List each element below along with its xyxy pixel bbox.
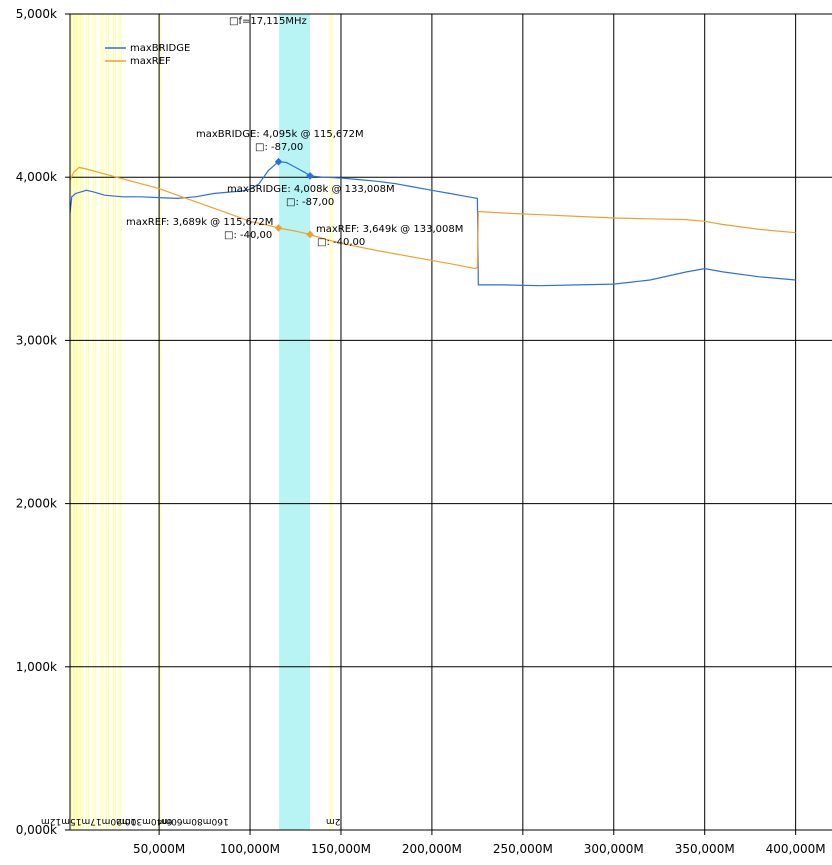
- marker-point-3: [306, 230, 314, 239]
- band-label-10m: 10m: [116, 816, 136, 826]
- x-tick-label-6: 350,000M: [675, 842, 735, 856]
- axes: 0,000k 1,000k 2,000k 3,000k 4,000k 5,000k 50,0…: [16, 7, 832, 856]
- grid: [70, 13, 832, 831]
- y-tick-label-5: 5,000k: [16, 7, 57, 21]
- markers: [274, 157, 314, 239]
- marker-label-ref-2: maxREF: 3,649k @ 133,008M: [316, 224, 463, 235]
- ham-band-lines: [70, 14, 333, 830]
- x-tick-label-7: 400,000M: [766, 842, 826, 856]
- y-tick-label-3: 3,000k: [16, 333, 57, 347]
- x-tick-label-3: 200,000M: [402, 842, 462, 856]
- marker-point-1: [306, 172, 314, 180]
- marker-label-bridge-1: maxBRIDGE: 4,095k @ 115,672M: [196, 129, 364, 140]
- legend-label-maxref: maxREF: [130, 56, 171, 67]
- x-tick-label-0: 50,000M: [133, 842, 185, 856]
- highlight-band: [279, 14, 311, 830]
- marker-sublabel-bridge-1: □: -87,00: [255, 142, 303, 153]
- legend-label-maxbridge: maxBRIDGE: [130, 43, 190, 54]
- marker-point-0: [274, 157, 283, 166]
- legend: maxBRIDGE maxREF: [105, 43, 190, 67]
- y-tick-label-4: 4,000k: [16, 170, 57, 184]
- marker-sublabel-bridge-2: □: -87,00: [286, 197, 334, 208]
- band-label-6m: 6m: [158, 816, 173, 826]
- y-tick-label-0: 0,000k: [16, 823, 57, 837]
- x-tick-label-5: 300,000M: [584, 842, 644, 856]
- band-label-cluster: 160m80m60m40m30m20m17m15m12m: [41, 816, 229, 826]
- marker-sublabel-ref-2: □: -40,00: [317, 237, 365, 248]
- marker-label-bridge-2: maxBRIDGE: 4,008k @ 133,008M: [227, 184, 395, 195]
- series-line-maxref: [69, 166, 796, 270]
- marker-label-ref-1: maxREF: 3,689k @ 115,672M: [126, 217, 273, 228]
- frequency-label: □f=17,115MHz: [229, 16, 307, 27]
- x-tick-label-2: 150,000M: [311, 842, 371, 856]
- marker-sublabel-ref-1: □: -40,00: [224, 230, 272, 241]
- x-tick-label-4: 250,000M: [493, 842, 553, 856]
- x-tick-label-1: 100,000M: [220, 842, 280, 856]
- y-tick-label-2: 2,000k: [16, 497, 57, 511]
- highlight-band-layer: [279, 14, 311, 830]
- band-label-2m: 2m: [326, 816, 341, 826]
- y-tick-label-1: 1,000k: [16, 660, 57, 674]
- marker-point-2: [274, 224, 283, 232]
